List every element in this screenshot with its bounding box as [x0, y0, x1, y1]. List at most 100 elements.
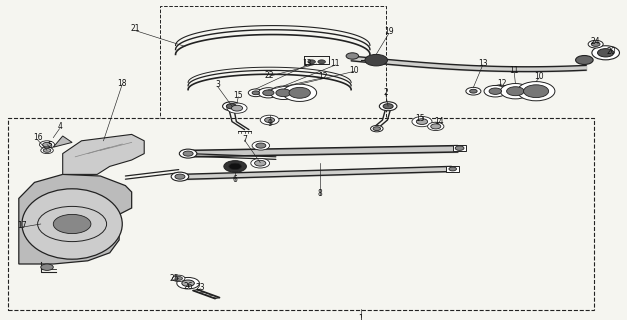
Text: 2: 2 — [383, 88, 388, 97]
Text: 21: 21 — [130, 24, 140, 33]
Text: 11: 11 — [330, 60, 340, 68]
Circle shape — [251, 158, 270, 168]
Circle shape — [455, 146, 464, 150]
Circle shape — [431, 124, 441, 129]
Circle shape — [507, 87, 524, 96]
Text: 1: 1 — [358, 314, 363, 320]
Circle shape — [171, 172, 189, 181]
Circle shape — [517, 82, 555, 101]
Circle shape — [270, 86, 297, 100]
Circle shape — [231, 105, 243, 111]
Circle shape — [365, 54, 387, 66]
Text: 20: 20 — [606, 47, 616, 56]
Text: 24: 24 — [591, 37, 601, 46]
Text: 25: 25 — [169, 274, 179, 283]
Circle shape — [373, 127, 381, 131]
Circle shape — [172, 275, 185, 282]
Text: 14: 14 — [434, 117, 444, 126]
Circle shape — [276, 89, 291, 97]
Circle shape — [588, 40, 603, 48]
Text: 17: 17 — [17, 221, 27, 230]
Circle shape — [256, 143, 266, 148]
Text: 3: 3 — [215, 80, 220, 89]
Circle shape — [263, 90, 274, 96]
Circle shape — [524, 85, 549, 98]
Circle shape — [308, 60, 315, 64]
Circle shape — [470, 89, 477, 93]
Circle shape — [289, 87, 310, 98]
Circle shape — [229, 163, 241, 170]
Polygon shape — [53, 136, 72, 147]
Circle shape — [224, 161, 246, 172]
Bar — [8, 118, 594, 310]
Circle shape — [416, 119, 428, 124]
Text: 13: 13 — [302, 60, 312, 68]
Circle shape — [255, 160, 266, 166]
Circle shape — [260, 115, 279, 125]
Circle shape — [182, 280, 194, 286]
Circle shape — [466, 87, 481, 95]
Text: 5: 5 — [48, 141, 53, 150]
Circle shape — [41, 264, 53, 270]
Text: 7: 7 — [242, 135, 247, 144]
Circle shape — [576, 55, 593, 64]
Text: 10: 10 — [534, 72, 544, 81]
Text: 9: 9 — [267, 119, 272, 128]
Text: 11: 11 — [509, 66, 519, 75]
Circle shape — [265, 117, 275, 123]
Circle shape — [484, 85, 507, 97]
Circle shape — [53, 214, 91, 234]
Circle shape — [252, 141, 270, 150]
Circle shape — [412, 116, 432, 127]
Circle shape — [252, 91, 260, 95]
Text: 26: 26 — [183, 282, 193, 291]
Text: 19: 19 — [384, 28, 394, 36]
Polygon shape — [63, 134, 144, 174]
Circle shape — [258, 88, 278, 98]
Text: 15: 15 — [233, 92, 243, 100]
Circle shape — [598, 49, 614, 57]
Text: 4: 4 — [57, 122, 62, 131]
Text: 10: 10 — [349, 66, 359, 75]
Circle shape — [227, 103, 247, 113]
Circle shape — [175, 276, 182, 280]
Circle shape — [428, 122, 444, 131]
Circle shape — [175, 174, 185, 179]
Circle shape — [183, 151, 193, 156]
Ellipse shape — [22, 189, 122, 259]
Circle shape — [346, 53, 359, 59]
Circle shape — [592, 46, 619, 60]
Polygon shape — [19, 174, 132, 264]
Circle shape — [40, 141, 55, 148]
Circle shape — [379, 102, 397, 111]
Text: 23: 23 — [196, 284, 206, 292]
Text: 16: 16 — [33, 133, 43, 142]
Circle shape — [248, 89, 263, 97]
Circle shape — [283, 84, 317, 101]
Text: 8: 8 — [317, 189, 322, 198]
Circle shape — [500, 84, 530, 99]
Bar — [453, 145, 466, 151]
Text: 12: 12 — [318, 72, 328, 81]
Circle shape — [223, 102, 240, 111]
Text: 6: 6 — [233, 175, 238, 184]
Circle shape — [371, 125, 383, 132]
Circle shape — [179, 149, 197, 158]
Bar — [446, 166, 459, 172]
Text: 18: 18 — [117, 79, 127, 88]
Circle shape — [318, 60, 325, 64]
Circle shape — [43, 142, 51, 147]
Text: 12: 12 — [497, 79, 507, 88]
Circle shape — [383, 104, 393, 109]
Circle shape — [41, 147, 53, 154]
Circle shape — [591, 42, 600, 46]
Bar — [160, 6, 386, 128]
Circle shape — [43, 148, 51, 152]
Text: 15: 15 — [415, 114, 425, 123]
Circle shape — [449, 167, 456, 171]
Circle shape — [177, 277, 199, 289]
Circle shape — [226, 104, 236, 109]
Text: 22: 22 — [265, 71, 275, 80]
Circle shape — [489, 88, 502, 94]
Text: 13: 13 — [478, 60, 488, 68]
